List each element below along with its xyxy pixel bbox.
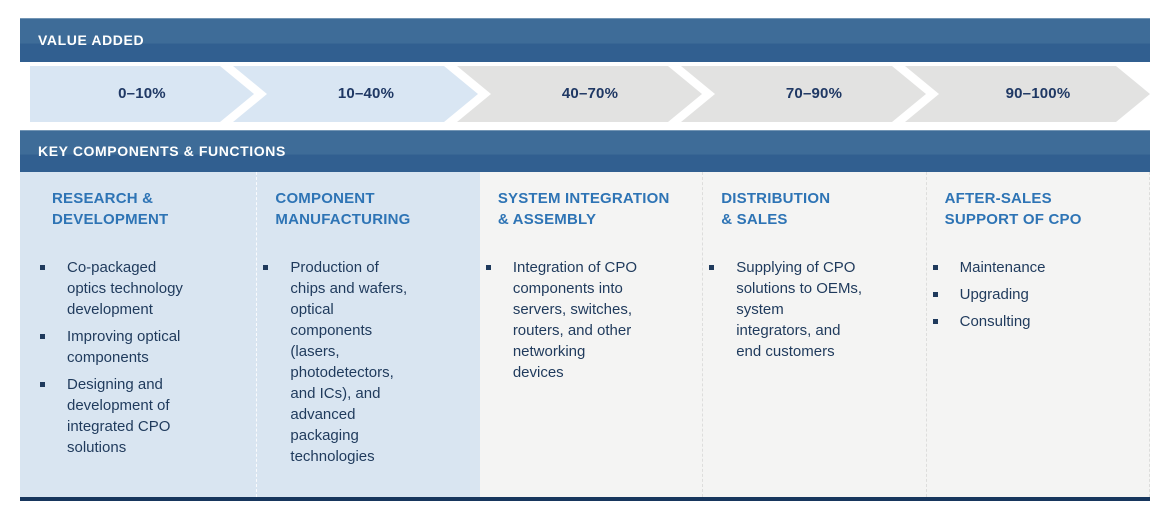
column-research-development: RESEARCH & DEVELOPMENT Co-packaged optic… (20, 172, 257, 497)
bullet-square-icon (40, 382, 45, 387)
column-system-integration-assembly: SYSTEM INTEGRATION & ASSEMBLY Integratio… (479, 172, 703, 497)
bullet-square-icon (40, 265, 45, 270)
bottom-rule (20, 497, 1150, 501)
column-bullet-list: Co-packaged optics technology developmen… (40, 257, 238, 458)
bullet-text: Production of chips and wafers, optical … (290, 259, 408, 465)
bullet-square-icon (932, 292, 938, 297)
chevron-segment-icon (681, 66, 926, 122)
value-added-stage-labels: 0–10% 10–40% 40–70% 70–90% 90–100% (30, 66, 1150, 122)
bullet-item: Supplying of CPO solutions to OEMs, syst… (709, 257, 907, 362)
column-title: SYSTEM INTEGRATION & ASSEMBLY (497, 190, 670, 228)
bullet-text: Designing and development of integrated … (67, 376, 171, 456)
key-components-header: KEY COMPONENTS & FUNCTIONS (20, 130, 1150, 172)
value-added-title: VALUE ADDED (38, 32, 145, 48)
chevron-segment-icon (233, 66, 478, 122)
bullet-square-icon (40, 334, 45, 339)
column-component-manufacturing: COMPONENT MANUFACTURING Production of ch… (256, 172, 480, 497)
chevron-arrows (30, 66, 1150, 122)
bullet-square-icon (932, 265, 938, 270)
value-added-stage-1: 0–10% (118, 85, 166, 102)
bullet-item: Production of chips and wafers, optical … (263, 257, 461, 467)
bullet-item: Upgrading (932, 284, 1131, 305)
chevron-segment-icon (457, 66, 702, 122)
value-added-stage-5: 90–100% (1005, 85, 1071, 102)
value-added-stage-2: 10–40% (337, 85, 395, 102)
bullet-square-icon (932, 319, 938, 324)
bullet-square-icon (709, 265, 715, 270)
value-added-stage-3: 40–70% (561, 85, 619, 102)
bullet-text: Co-packaged optics technology developmen… (67, 259, 183, 318)
bullet-item: Improving optical components (40, 326, 238, 368)
bullet-text: Consulting (959, 313, 1031, 330)
bullet-text: Maintenance (959, 259, 1046, 276)
column-bullet-list: Integration of CPO components into serve… (485, 257, 684, 383)
bullet-item: Designing and development of integrated … (40, 374, 238, 458)
bullet-square-icon (263, 265, 269, 270)
value-added-stage-4: 70–90% (785, 85, 843, 102)
column-distribution-sales: DISTRIBUTION & SALES Supplying of CPO so… (702, 172, 926, 497)
column-title: DISTRIBUTION & SALES (721, 190, 831, 228)
column-bullet-list: Supplying of CPO solutions to OEMs, syst… (709, 257, 907, 362)
value-added-header: VALUE ADDED (20, 18, 1150, 62)
chevron-segment-icon (30, 66, 254, 122)
bullet-text: Integration of CPO components into serve… (512, 259, 638, 381)
chevron-segment-icon (905, 66, 1150, 122)
column-title: RESEARCH & DEVELOPMENT (52, 190, 169, 228)
bullet-text: Supplying of CPO solutions to OEMs, syst… (736, 259, 863, 360)
bullet-item: Consulting (932, 311, 1131, 332)
column-bullet-list: Production of chips and wafers, optical … (263, 257, 461, 467)
column-title: AFTER-SALES SUPPORT OF CPO (944, 190, 1082, 228)
bullet-item: Maintenance (932, 257, 1131, 278)
bullet-square-icon (485, 265, 491, 270)
bullet-item: Integration of CPO components into serve… (485, 257, 684, 383)
value-added-chevrons: 0–10% 10–40% 40–70% 70–90% 90–100% (30, 66, 1150, 122)
bullet-text: Improving optical components (67, 328, 181, 366)
key-components-title: KEY COMPONENTS & FUNCTIONS (38, 143, 286, 159)
column-after-sales-support: AFTER-SALES SUPPORT OF CPO Maintenance Up… (925, 172, 1150, 497)
column-bullet-list: Maintenance Upgrading Consulting (932, 257, 1131, 332)
column-title: COMPONENT MANUFACTURING (275, 190, 411, 228)
bullet-text: Upgrading (959, 286, 1029, 303)
key-components-columns: RESEARCH & DEVELOPMENT Co-packaged optic… (20, 172, 1150, 497)
bullet-item: Co-packaged optics technology developmen… (40, 257, 238, 320)
